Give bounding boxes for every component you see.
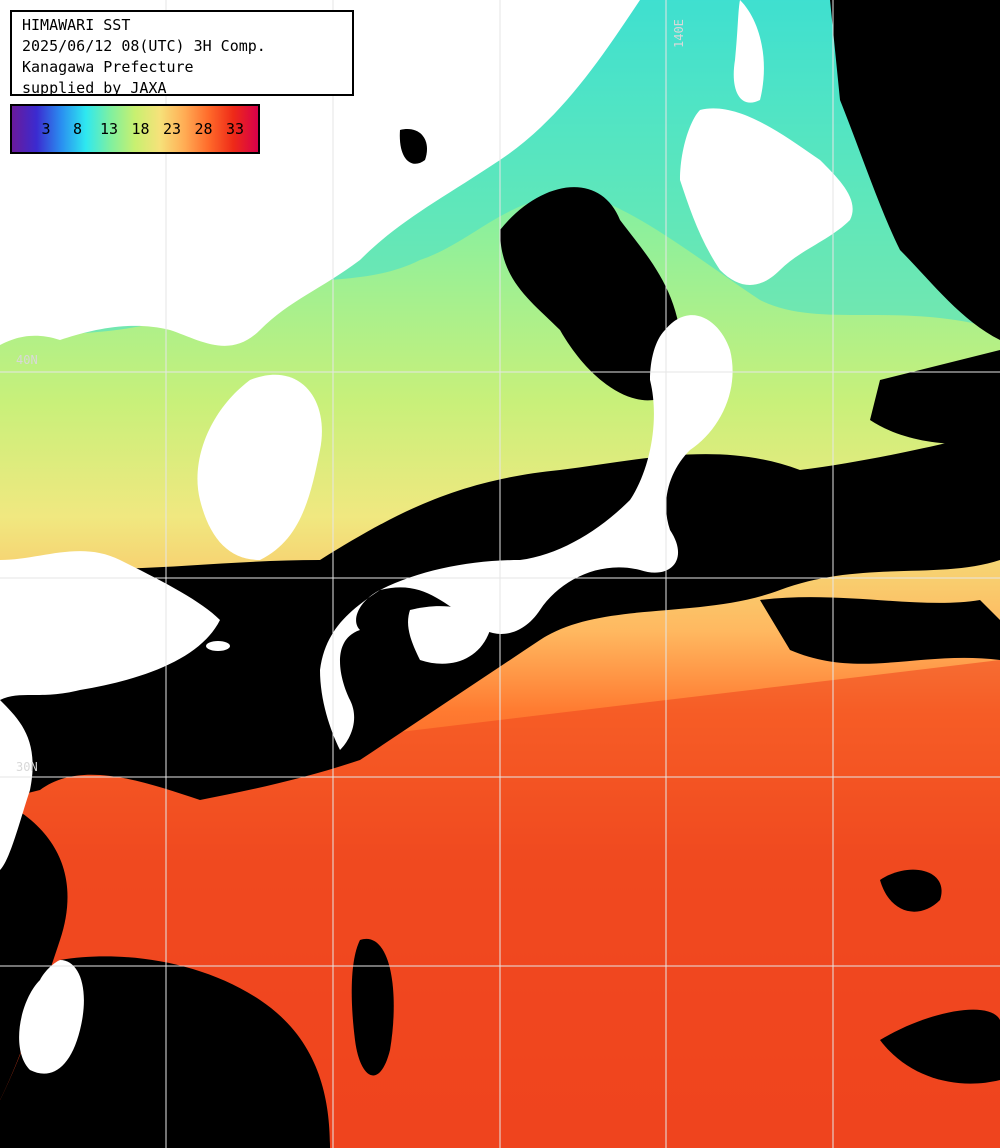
cloud-mask bbox=[500, 187, 682, 401]
color-scale-legend: 3 8 13 18 23 28 33 bbox=[10, 104, 260, 154]
map-title: HIMAWARI SST bbox=[22, 16, 131, 34]
land-japan-honshu bbox=[320, 315, 733, 750]
latitude-label-30n: 30N bbox=[16, 760, 38, 774]
color-scale-tick-label: 8 bbox=[72, 120, 83, 138]
color-scale-tick-label: 18 bbox=[131, 120, 150, 138]
land-coast bbox=[0, 700, 33, 870]
title-box: HIMAWARI SST 2025/06/12 08(UTC) 3H Comp.… bbox=[10, 10, 354, 97]
color-scale-tick-label: 23 bbox=[162, 120, 182, 138]
island-outline bbox=[399, 129, 428, 164]
color-scale-tick-label: 13 bbox=[99, 120, 119, 138]
land-sakhalin bbox=[733, 0, 764, 103]
cloud-mask bbox=[870, 350, 1000, 444]
color-scale-tick-label: 33 bbox=[225, 120, 245, 138]
land-korea bbox=[197, 374, 322, 560]
cloud-mask bbox=[351, 938, 394, 1076]
color-scale-tick-label: 28 bbox=[194, 120, 213, 138]
cloud-mask bbox=[0, 800, 68, 1100]
color-scale-tick-label: 3 bbox=[41, 120, 51, 138]
latitude-label-40n: 40N bbox=[16, 353, 38, 367]
cloud-mask bbox=[880, 1009, 1000, 1084]
color-scale-gradient bbox=[12, 106, 258, 152]
color-scale-labels: 3 8 13 18 23 28 33 bbox=[12, 118, 258, 142]
land-taiwan bbox=[19, 960, 84, 1074]
land-japan-hokkaido bbox=[680, 108, 853, 285]
cloud-mask bbox=[760, 597, 1000, 664]
land-japan-shikoku bbox=[408, 606, 490, 664]
island bbox=[206, 641, 230, 651]
cloud-mask bbox=[880, 869, 942, 912]
cloud-mask bbox=[830, 0, 1000, 340]
longitude-label-140e: 140E bbox=[672, 19, 686, 48]
map-credit: supplied by JAXA bbox=[22, 79, 167, 97]
map-region: Kanagawa Prefecture bbox=[22, 58, 194, 76]
land-coast bbox=[0, 551, 220, 700]
map-datetime: 2025/06/12 08(UTC) 3H Comp. bbox=[22, 37, 266, 55]
